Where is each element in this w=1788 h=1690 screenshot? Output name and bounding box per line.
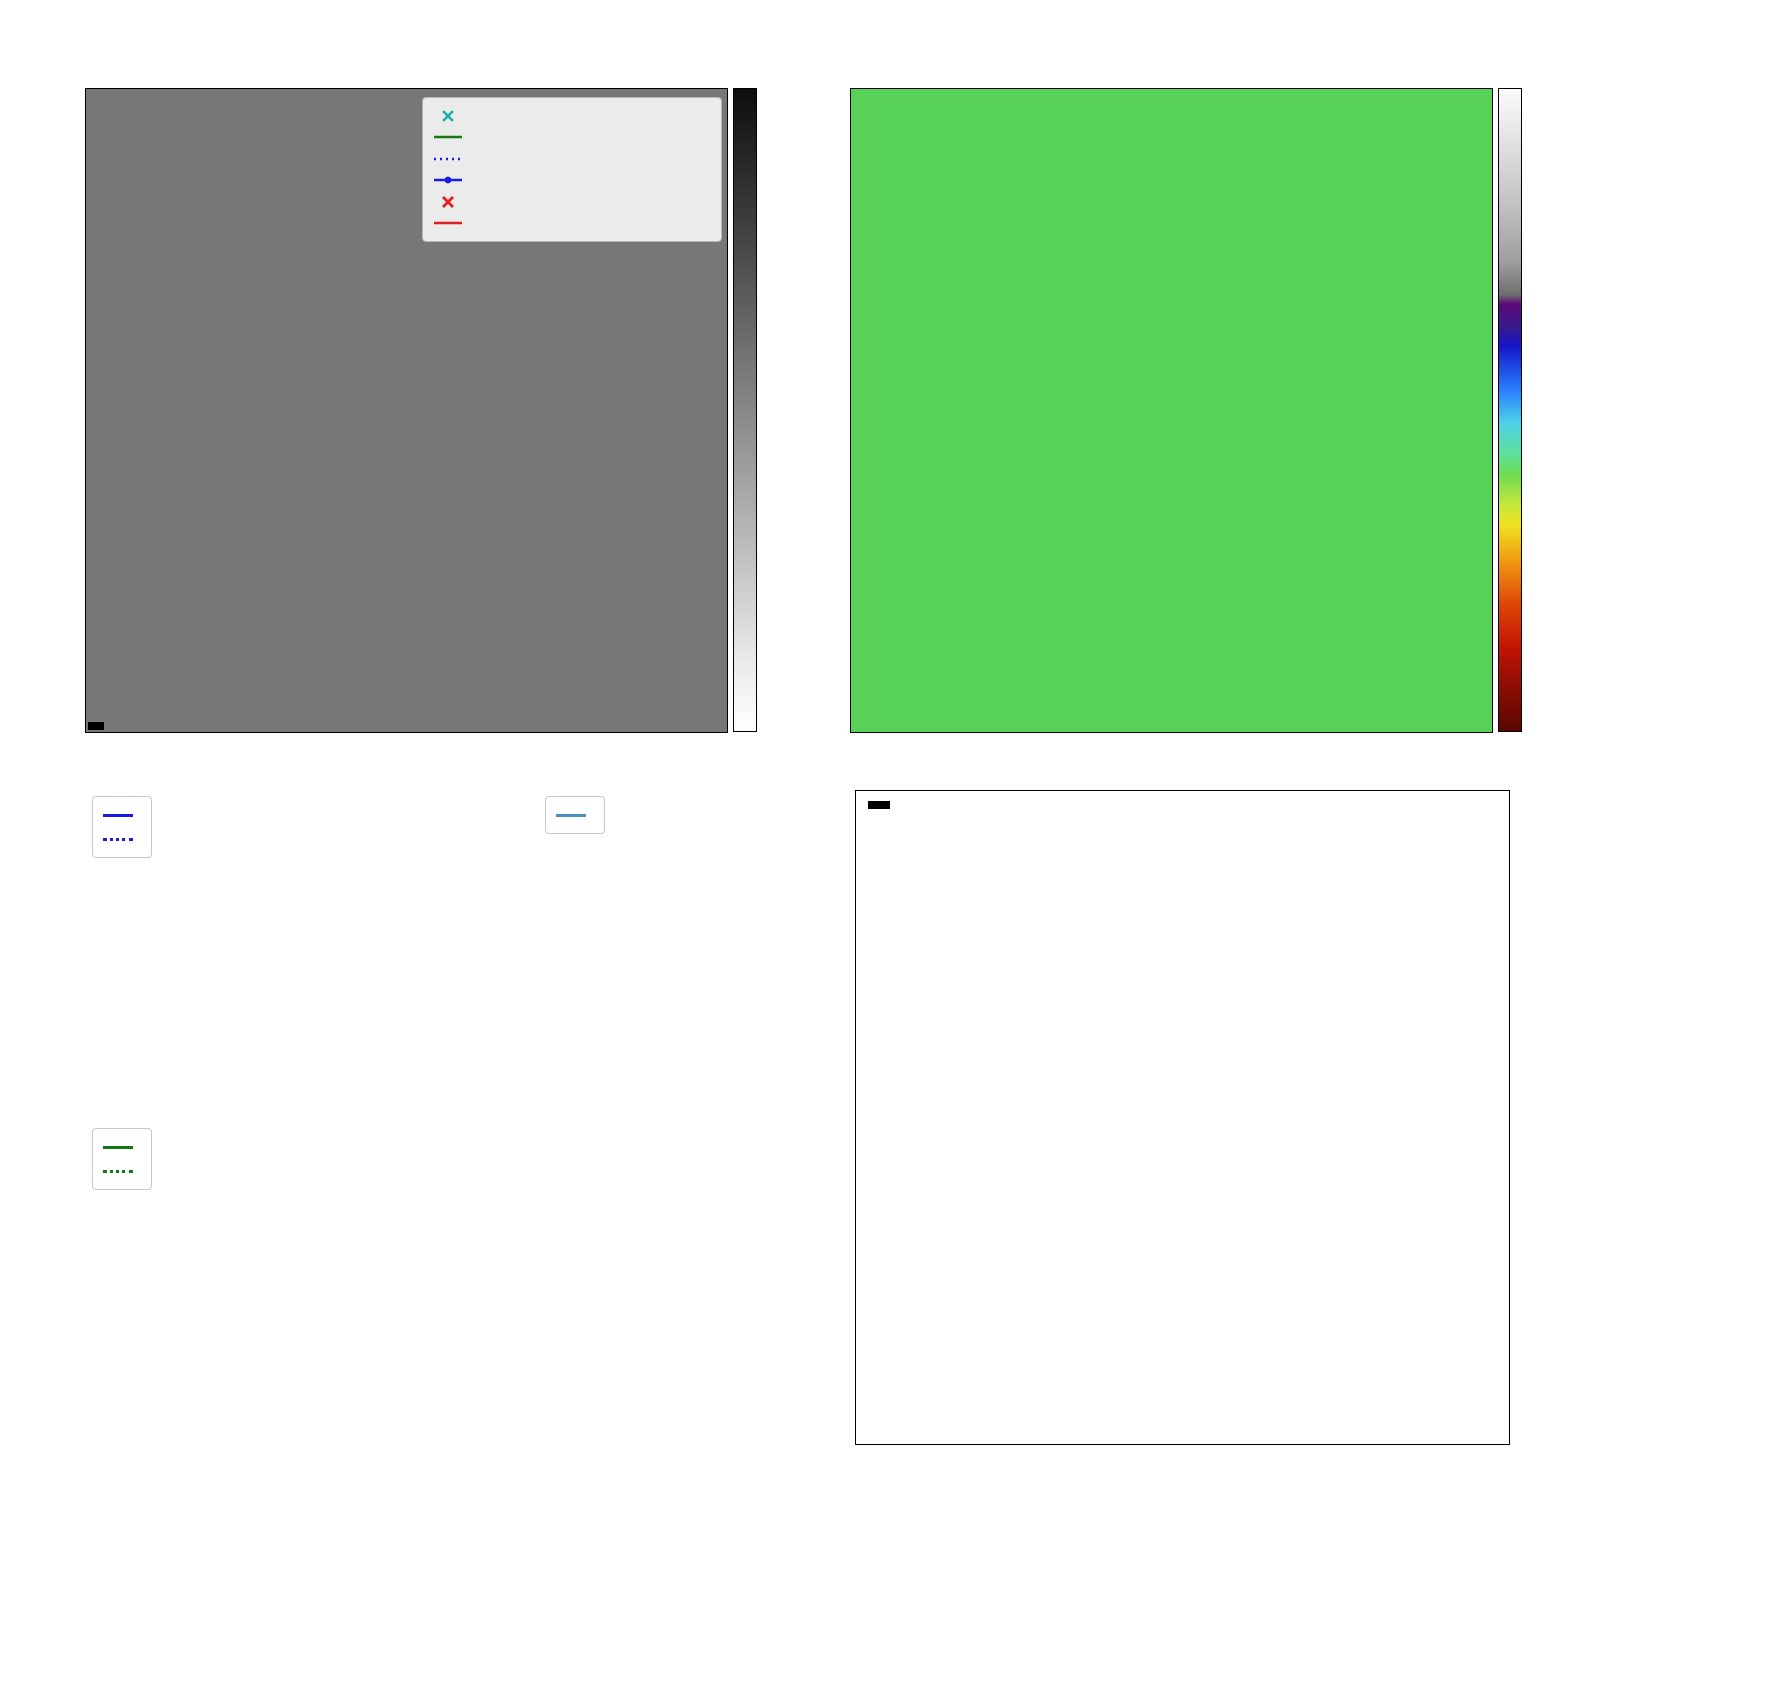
pressure-legend xyxy=(545,796,605,834)
awv-map xyxy=(850,88,1493,733)
forecast-dotted-line-icon xyxy=(434,157,462,161)
ace-forecast-dotted-icon xyxy=(103,1169,133,1173)
legend-item-track xyxy=(433,170,711,192)
awv-colorbar xyxy=(1498,88,1522,732)
target-x-icon xyxy=(442,195,454,208)
ace-line-icon xyxy=(103,1145,133,1149)
ace-legend xyxy=(92,1128,152,1190)
satcon-x-icon xyxy=(442,109,454,122)
floater-line-icon xyxy=(434,221,462,225)
track-line-dot-icon xyxy=(434,176,462,184)
wind-legend xyxy=(92,796,152,858)
band14-map xyxy=(85,88,728,733)
legend-item-wind xyxy=(103,803,141,827)
pressure-line-icon xyxy=(556,813,586,817)
band14-colorbar xyxy=(733,88,757,732)
legend-item-floater xyxy=(433,213,711,235)
legend-item-forecast xyxy=(433,148,711,170)
legend-item-satcon xyxy=(433,105,711,127)
band14-legend xyxy=(422,97,722,242)
wmg-count-badge xyxy=(868,801,890,809)
legend-item-wind-forecast xyxy=(103,827,141,851)
legend-item-target xyxy=(433,191,711,213)
awv-satellite-image xyxy=(851,89,1491,731)
wind-forecast-dotted-icon xyxy=(103,837,133,841)
wmg-mask-image xyxy=(856,791,1508,1443)
wind-line-icon xyxy=(103,813,133,817)
adt-line-icon xyxy=(434,135,462,139)
legend-item-ace xyxy=(103,1135,141,1159)
legend-item-adt xyxy=(433,127,711,149)
legend-item-ace-forecast xyxy=(103,1159,141,1183)
copyright-banner xyxy=(88,722,104,730)
legend-item-pressure xyxy=(556,803,594,827)
wmg-panel xyxy=(855,790,1510,1445)
